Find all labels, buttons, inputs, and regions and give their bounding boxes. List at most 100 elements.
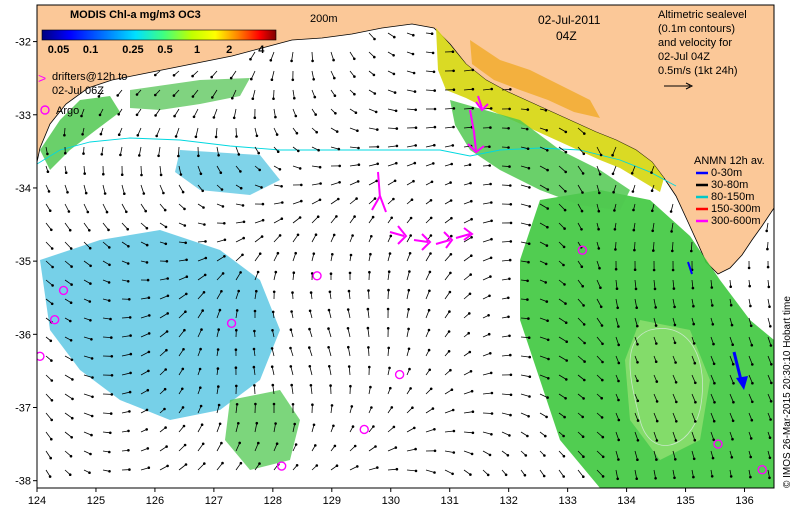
velocity-vector-head (328, 365, 331, 368)
velocity-vector-head (109, 432, 112, 435)
velocity-vector-head (749, 456, 752, 459)
velocity-vector-head (507, 146, 510, 149)
velocity-vector-head (712, 343, 715, 346)
velocity-vector-head (249, 58, 252, 61)
velocity-vector-head (694, 382, 697, 385)
velocity-vector-head (564, 190, 567, 193)
velocity-vector-head (69, 473, 72, 476)
velocity-vector-head (452, 50, 455, 53)
velocity-vector-head (181, 388, 184, 391)
velocity-vector-head (192, 95, 195, 98)
velocity-vector-head (631, 172, 634, 175)
velocity-vector-head (387, 327, 390, 330)
velocity-vector-head (563, 455, 566, 458)
velocity-vector-head (470, 218, 473, 221)
velocity-vector-head (128, 298, 131, 301)
velocity-vector-head (349, 272, 352, 275)
velocity-vector-head (71, 417, 74, 420)
velocity-vector-head (236, 403, 239, 406)
colorbar-tick-label: 0.1 (83, 44, 98, 56)
velocity-vector-head (253, 330, 256, 333)
velocity-vector-head (203, 291, 206, 294)
velocity-vector-head (254, 403, 257, 406)
velocity-vector-head (675, 401, 678, 404)
velocity-vector-head (527, 317, 530, 320)
velocity-vector-head (65, 171, 68, 174)
velocity-vector-head (329, 291, 332, 294)
y-axis-ticks: -32-33-34-35-36-37-38 (15, 37, 37, 488)
velocity-vector-head (652, 249, 655, 252)
velocity-vector-head (767, 266, 770, 269)
velocity-vector-head (51, 379, 54, 382)
velocity-vector-head (547, 188, 550, 191)
velocity-vector-head (51, 266, 54, 269)
velocity-vector-head (428, 349, 431, 352)
velocity-vector-head (770, 344, 773, 347)
velocity-vector-head (130, 353, 133, 356)
argo-legend-label: Argo (56, 105, 79, 117)
velocity-vector-head (617, 439, 620, 442)
velocity-vector-head (509, 414, 512, 417)
velocity-vector-head (144, 210, 147, 213)
velocity-vector-head (449, 181, 452, 184)
velocity-vector-head (490, 220, 493, 223)
velocity-vector-head (164, 368, 167, 371)
velocity-vector-head (375, 111, 378, 114)
velocity-vector-head (469, 293, 472, 296)
velocity-vector-head (488, 333, 491, 336)
y-tick-label: -36 (15, 329, 31, 341)
velocity-vector-head (330, 272, 333, 275)
velocity-vector-head (211, 96, 214, 99)
velocity-vector-head (146, 409, 149, 412)
velocity-vector-head (389, 387, 392, 390)
velocity-vector-head (316, 464, 319, 467)
velocity-vector-head (50, 419, 53, 422)
velocity-scale-label: 0.5m/s (1kt 24h) (658, 65, 737, 77)
velocity-vector-head (165, 243, 168, 246)
velocity-vector-head (618, 362, 621, 365)
velocity-vector-head (295, 115, 298, 118)
velocity-vector-head (91, 396, 94, 399)
velocity-vector-head (471, 107, 474, 110)
velocity-vector-head (90, 434, 93, 437)
velocity-vector-head (472, 410, 475, 413)
velocity-vector-head (414, 109, 417, 112)
velocity-vector-head (148, 351, 151, 354)
velocity-vector-head (300, 200, 303, 203)
velocity-vector-head (469, 163, 472, 166)
velocity-vector-head (148, 332, 151, 335)
velocity-vector-head (528, 205, 531, 208)
velocity-vector-head (217, 348, 220, 351)
velocity-vector-head (546, 300, 549, 303)
velocity-vector-head (164, 388, 167, 391)
velocity-vector-head (146, 244, 149, 247)
velocity-vector-head (564, 209, 567, 212)
velocity-vector-head (489, 126, 492, 129)
velocity-vector-head (472, 88, 475, 91)
velocity-vector-head (562, 475, 565, 478)
velocity-vector-head (434, 450, 437, 453)
velocity-vector-head (271, 365, 274, 368)
velocity-vector-head (290, 384, 293, 387)
velocity-vector-head (545, 129, 548, 132)
velocity-vector-head (202, 206, 205, 209)
velocity-vector-head (70, 247, 73, 250)
velocity-vector-head (314, 444, 317, 447)
velocity-vector-head (581, 210, 584, 213)
velocity-vector-head (391, 406, 394, 409)
velocity-vector-head (693, 458, 696, 461)
velocity-vector-head (490, 238, 493, 241)
velocity-vector-head (89, 300, 92, 303)
velocity-vector-head (396, 127, 399, 130)
velocity-vector-head (255, 422, 258, 425)
velocity-vector-head (690, 250, 693, 253)
velocity-vector-head (308, 328, 311, 331)
velocity-vector-head (185, 259, 188, 262)
velocity-vector-head (186, 275, 189, 278)
velocity-vector-head (221, 188, 224, 191)
velocity-vector-head (449, 272, 452, 275)
velocity-vector-head (471, 390, 474, 393)
velocity-vector-head (510, 374, 513, 377)
velocity-vector-head (121, 173, 124, 176)
